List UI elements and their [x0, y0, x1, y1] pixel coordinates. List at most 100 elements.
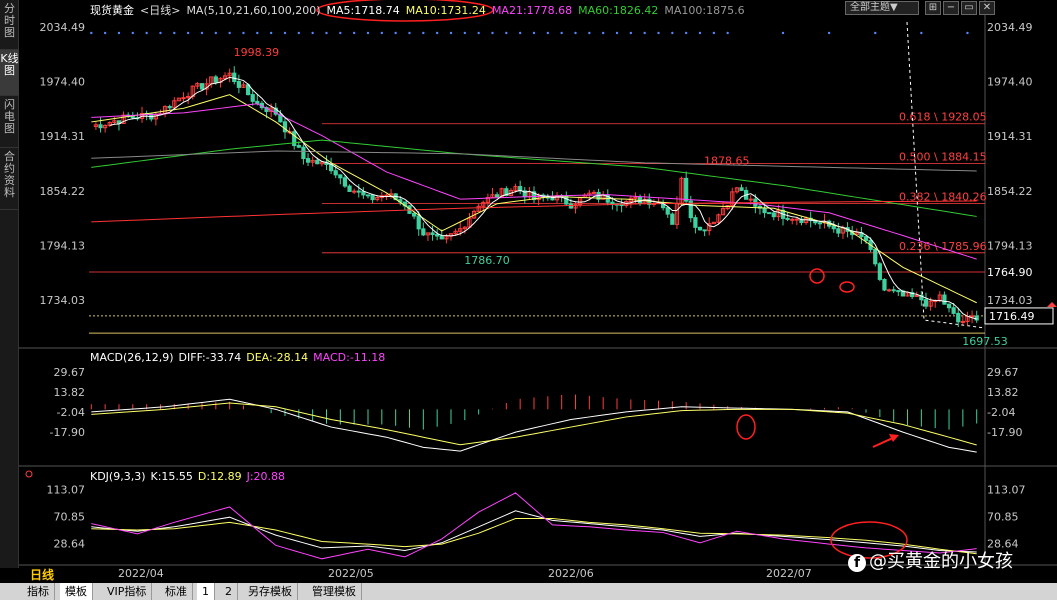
event-dot — [117, 31, 121, 35]
event-dot — [339, 31, 342, 35]
macd-y-tick-left: 29.67 — [54, 366, 86, 379]
candle-body — [854, 232, 859, 236]
event-dot — [200, 31, 204, 35]
event-dot — [920, 31, 923, 35]
candle-body — [250, 94, 255, 102]
candle-body — [891, 289, 896, 292]
candle — [527, 186, 532, 200]
candle-body — [877, 263, 882, 280]
candle — [250, 89, 255, 106]
candle-body — [836, 228, 841, 234]
candle-body — [301, 146, 306, 160]
event-dot — [325, 31, 328, 35]
period-label[interactable]: 日线 — [30, 568, 55, 582]
tab-vip-indicators[interactable]: VIP指标 — [102, 583, 153, 600]
candle — [693, 214, 698, 234]
candle-body — [956, 312, 961, 323]
tab-flash-chart[interactable]: 闪电图 — [0, 96, 19, 148]
candle — [485, 193, 491, 207]
candle — [467, 212, 472, 228]
event-dot — [435, 31, 439, 35]
candle — [882, 278, 887, 292]
candle — [273, 102, 278, 117]
manage-template-button[interactable]: 管理模板 — [307, 583, 362, 600]
tab-contract-info[interactable]: 合约资料 — [0, 148, 19, 210]
watermark: f @买黄金的小女孩 — [848, 547, 1013, 573]
event-dot — [827, 31, 831, 35]
candle — [734, 186, 740, 194]
candle-body — [199, 83, 205, 90]
right-price-label-1764: 1764.90 — [987, 266, 1033, 279]
y-tick-right: 1794.13 — [987, 239, 1033, 252]
candle-body — [647, 198, 652, 205]
candle-body — [222, 75, 228, 80]
macd-y-tick-right: 13.82 — [987, 386, 1019, 399]
trend-arrow-icon — [872, 436, 896, 448]
candle — [199, 83, 205, 90]
candle — [448, 233, 454, 241]
candle-body — [817, 222, 823, 225]
candle — [103, 124, 108, 133]
grid-icon[interactable]: ⊞ — [925, 1, 941, 15]
candle-body — [803, 217, 809, 224]
tab-indicators[interactable]: 指标 — [22, 583, 55, 600]
kdj-y-tick-left: 113.07 — [47, 484, 86, 497]
tab-standard[interactable]: 标准 — [160, 583, 193, 600]
candle — [688, 195, 693, 223]
macd-dea: DEA:-28.14 — [246, 351, 309, 364]
save-template-button[interactable]: 另存模板 — [243, 583, 298, 600]
candle — [93, 122, 99, 130]
close-icon[interactable]: ✕ — [979, 1, 995, 15]
event-dot — [726, 31, 729, 35]
candle — [338, 174, 343, 185]
event-dot — [657, 31, 660, 35]
tab-time-chart[interactable]: 分时图 — [0, 0, 19, 50]
candle-body — [361, 191, 366, 196]
candle — [674, 196, 680, 229]
theme-select[interactable]: 全部主题▼ — [845, 1, 919, 15]
event-dot — [477, 31, 480, 35]
tab-page-2[interactable]: 2 — [220, 583, 238, 600]
macd-label: MACD(26,12,9) — [90, 351, 174, 364]
candle — [956, 307, 961, 327]
minimize-icon[interactable]: − — [943, 1, 959, 15]
candle-body — [296, 145, 301, 148]
candle-body — [453, 230, 458, 235]
candle-body — [670, 213, 675, 225]
candle — [425, 232, 431, 241]
ma-line-ma60 — [91, 139, 977, 217]
event-dot — [505, 31, 508, 35]
candle-body — [278, 113, 283, 123]
candle-body — [305, 158, 311, 163]
candle — [181, 92, 186, 102]
candle-body — [338, 174, 343, 179]
fib-label: 0.382 \ 1840.26 — [899, 190, 987, 203]
candle — [310, 156, 315, 167]
event-dot — [394, 31, 397, 35]
candle — [785, 211, 790, 222]
ma21-value: MA21:1778.68 — [491, 4, 573, 17]
candle — [744, 186, 749, 200]
macd-y-tick-left: -2.04 — [57, 406, 85, 419]
candle — [946, 303, 952, 313]
chart-canvas[interactable]: 2034.49 2034.49 1974.40 1974.40 1914.31 1914.… — [19, 0, 1057, 568]
kdj-d-line — [91, 517, 977, 555]
candle-body — [919, 294, 924, 301]
candle — [684, 171, 689, 203]
macd-value: MACD:-11.18 — [313, 351, 386, 364]
candle — [665, 207, 670, 218]
candle-body — [896, 290, 901, 293]
y-tick-right: 1854.22 — [987, 185, 1033, 198]
tab-kline-chart[interactable]: K线图 — [0, 50, 19, 96]
restore-icon[interactable]: ▭ — [961, 1, 977, 15]
tab-templates[interactable]: 模板 — [60, 583, 93, 600]
candle-body — [688, 200, 693, 219]
event-dot — [781, 31, 785, 35]
candle-body — [462, 226, 467, 230]
candle-body — [910, 292, 915, 298]
tab-page-1[interactable]: 1 — [197, 583, 215, 600]
fib-label: 0.618 \ 1928.05 — [899, 111, 987, 124]
candle-body — [439, 235, 444, 240]
candle — [776, 204, 781, 221]
candle-body — [863, 236, 869, 241]
